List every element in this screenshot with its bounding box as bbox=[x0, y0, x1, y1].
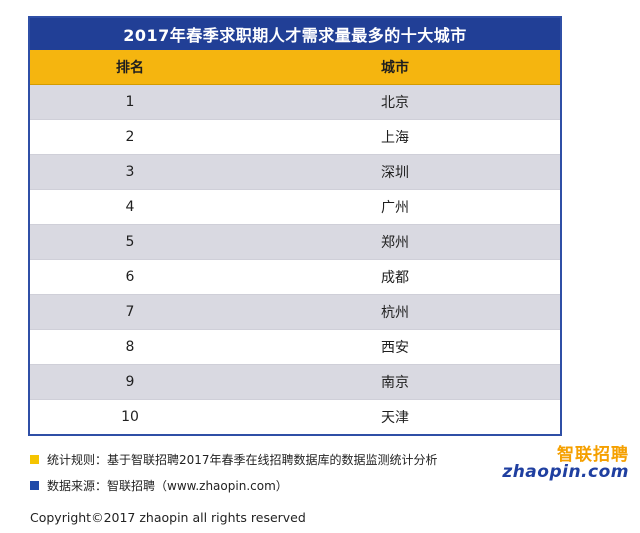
ranking-table: 2017年春季求职期人才需求量最多的十大城市 排名 城市 1 北京 2 上海 3… bbox=[28, 16, 562, 436]
table-row: 10 天津 bbox=[30, 400, 560, 434]
footnotes: 统计规则：基于智联招聘2017年春季在线招聘数据库的数据监测统计分析 数据来源：… bbox=[30, 449, 510, 501]
row-rank: 5 bbox=[125, 234, 135, 250]
statistics-rule-note: 统计规则：基于智联招聘2017年春季在线招聘数据库的数据监测统计分析 bbox=[30, 449, 510, 469]
row-city: 广州 bbox=[381, 200, 409, 216]
table-row: 6 成都 bbox=[30, 260, 560, 295]
statistics-rule-text: 统计规则：基于智联招聘2017年春季在线招聘数据库的数据监测统计分析 bbox=[47, 452, 438, 467]
row-rank: 10 bbox=[121, 409, 139, 425]
zhaopin-logo: 智联招聘 zhaopin.com bbox=[502, 438, 633, 490]
row-rank: 2 bbox=[125, 129, 135, 145]
header-rank: 排名 bbox=[116, 60, 144, 76]
row-rank: 1 bbox=[125, 94, 135, 110]
header-city: 城市 bbox=[381, 60, 409, 76]
row-rank: 9 bbox=[125, 374, 135, 390]
table-row: 3 深圳 bbox=[30, 155, 560, 190]
row-rank: 4 bbox=[125, 199, 135, 215]
table-row: 1 北京 bbox=[30, 85, 560, 120]
table-row: 5 郑州 bbox=[30, 225, 560, 260]
row-city: 成都 bbox=[381, 270, 409, 286]
copyright-text: Copyright©2017 zhaopin all rights reserv… bbox=[30, 510, 306, 525]
table-row: 4 广州 bbox=[30, 190, 560, 225]
row-rank: 7 bbox=[125, 304, 135, 320]
data-source-note: 数据来源：智联招聘（www.zhaopin.com） bbox=[30, 475, 510, 495]
row-city: 南京 bbox=[381, 375, 409, 391]
row-city: 杭州 bbox=[381, 305, 409, 321]
table-row: 8 西安 bbox=[30, 330, 560, 365]
row-city: 郑州 bbox=[381, 235, 409, 251]
row-city: 西安 bbox=[381, 340, 409, 356]
blue-square-bullet-icon bbox=[30, 480, 39, 490]
row-city: 上海 bbox=[381, 130, 409, 146]
yellow-square-bullet-icon bbox=[30, 454, 39, 464]
row-rank: 8 bbox=[125, 339, 135, 355]
logo-chinese-text: 智联招聘 bbox=[557, 445, 629, 465]
table-row: 7 杭州 bbox=[30, 295, 560, 330]
table-row: 2 上海 bbox=[30, 120, 560, 155]
row-city: 北京 bbox=[381, 95, 409, 111]
row-rank: 3 bbox=[125, 164, 135, 180]
logo-english-text: zhaopin.com bbox=[502, 462, 629, 482]
row-city: 深圳 bbox=[381, 165, 409, 181]
table-header-row: 排名 城市 bbox=[30, 50, 560, 85]
table-row: 9 南京 bbox=[30, 365, 560, 400]
table-title: 2017年春季求职期人才需求量最多的十大城市 bbox=[30, 18, 560, 50]
row-city: 天津 bbox=[381, 410, 409, 426]
data-source-text: 数据来源：智联招聘（www.zhaopin.com） bbox=[47, 478, 288, 493]
row-rank: 6 bbox=[125, 269, 135, 285]
